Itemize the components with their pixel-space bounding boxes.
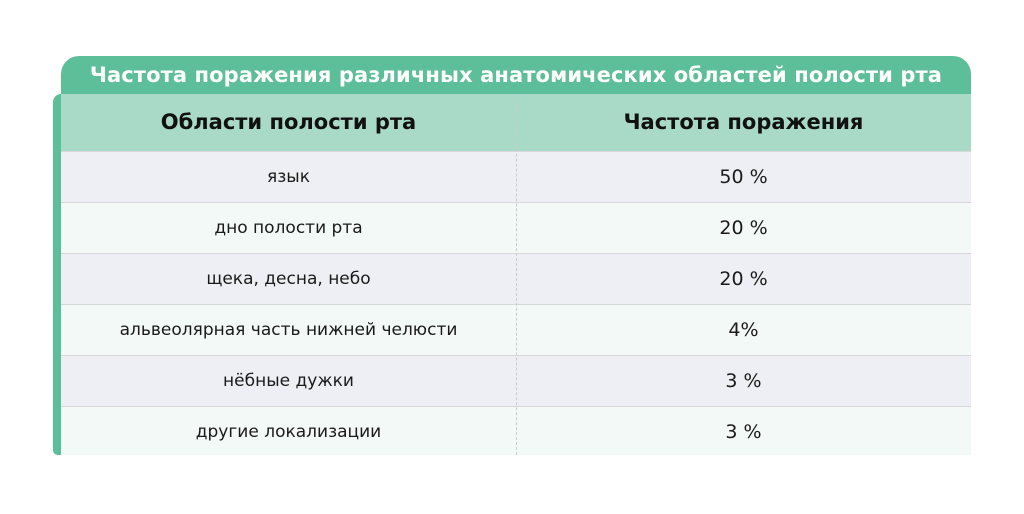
cell-area: щека, десна, небо	[206, 269, 371, 289]
cell-frequency: 3 %	[725, 421, 762, 443]
cell-frequency: 20 %	[719, 268, 768, 290]
cell-area: другие локализации	[195, 422, 382, 442]
cell-area: язык	[267, 167, 310, 187]
table-card: Частота поражения различных анатомически…	[53, 56, 971, 455]
cell-area: нёбные дужки	[223, 371, 354, 391]
cell-frequency: 20 %	[719, 217, 768, 239]
table-title: Частота поражения различных анатомически…	[61, 56, 971, 94]
cell-area: дно полости рта	[214, 218, 363, 238]
data-table: Области полости рта Частота поражения яз…	[61, 94, 971, 455]
column-divider	[516, 94, 517, 455]
cell-frequency: 4%	[728, 319, 759, 341]
left-accent-stripe	[53, 94, 61, 455]
cell-frequency: 3 %	[725, 370, 762, 392]
header-area: Области полости рта	[160, 110, 417, 134]
cell-area: альвеолярная часть нижней челюсти	[119, 320, 458, 340]
header-frequency: Частота поражения	[623, 110, 864, 134]
cell-frequency: 50 %	[719, 166, 768, 188]
